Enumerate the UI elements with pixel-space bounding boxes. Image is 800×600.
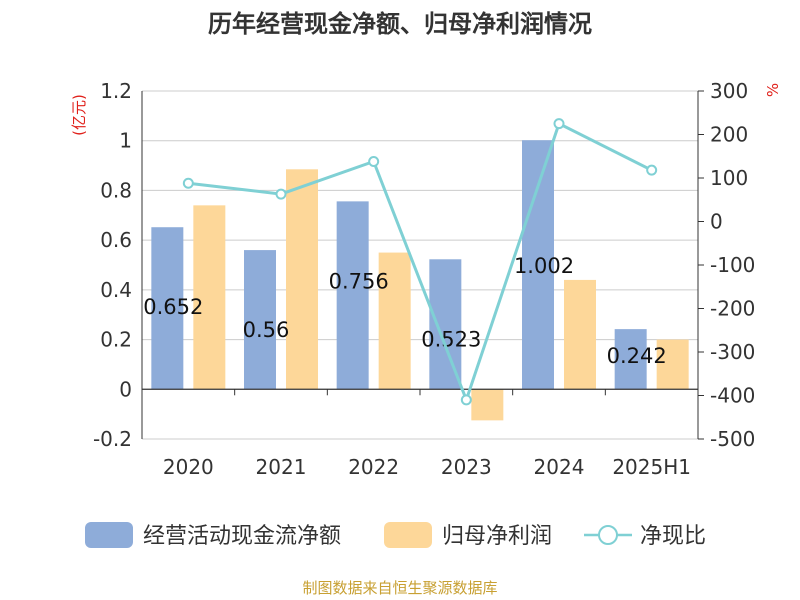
- legend-swatch: [384, 522, 432, 548]
- legend-line-marker: [598, 525, 618, 545]
- y-right-tick-label: -200: [710, 297, 755, 321]
- x-tick-label: 2020: [163, 455, 214, 479]
- y-right-axis-label: %: [764, 83, 782, 97]
- y-right-tick-label: 0: [710, 210, 723, 234]
- bar: [471, 389, 504, 421]
- legend-label: 净现比: [640, 524, 706, 549]
- ratio-point: [553, 118, 565, 130]
- bar-series: [151, 140, 689, 421]
- x-tick-label: 2024: [534, 455, 585, 479]
- bar-data-label: 1.002: [514, 254, 574, 278]
- ratio-line: [188, 121, 653, 405]
- y-left-tick-label: 0.8: [100, 178, 132, 202]
- ratio-point: [460, 394, 472, 406]
- legend-label: 经营活动现金流净额: [143, 524, 341, 549]
- data-labels: 0.652 0.56 0.756 0.523 1.002 0.242: [143, 254, 666, 368]
- bar: [151, 227, 184, 390]
- bar: [378, 252, 411, 390]
- y-right-tick-label: -500: [710, 427, 755, 451]
- bar: [614, 329, 647, 390]
- bar-data-label: 0.242: [607, 344, 667, 368]
- y-right-tick-label: 100: [710, 166, 748, 190]
- bar: [656, 339, 689, 390]
- y-right-tick-label: -400: [710, 384, 755, 408]
- y-left-tick-label: 0: [119, 377, 132, 401]
- y-left-axis-label: (亿元): [70, 94, 88, 136]
- ratio-point: [368, 155, 380, 167]
- bar-data-label: 0.56: [243, 318, 290, 342]
- bar-data-label: 0.652: [143, 295, 203, 319]
- ratio-point: [275, 188, 287, 200]
- y-left-tick-label: 0.2: [100, 328, 132, 352]
- x-tick-label: 2025H1: [612, 455, 691, 479]
- x-tick-label: 2022: [348, 455, 399, 479]
- ratio-point: [182, 177, 194, 189]
- bar: [286, 169, 318, 390]
- bar-data-label: 0.523: [421, 327, 481, 351]
- bar: [429, 259, 462, 390]
- axes: 1.2 1 0.8 0.6 0.4 0.2 0 -0.2 300 200 100 0 -100 -200 -…: [93, 79, 755, 479]
- x-tick-label: 2023: [441, 455, 492, 479]
- y-left-tick-label: 1: [119, 129, 132, 153]
- y-left-tick-label: -0.2: [93, 427, 132, 451]
- x-tick-label: 2021: [256, 455, 307, 479]
- chart-title: 历年经营现金净额、归母净利润情况: [208, 10, 592, 38]
- gridlines: [142, 90, 698, 440]
- y-right-tick-label: -300: [710, 340, 755, 364]
- y-left-tick-label: 0.6: [100, 228, 132, 252]
- ratio-point: [646, 164, 658, 176]
- ratio-line-series: [182, 118, 658, 406]
- y-right-tick-label: -100: [710, 253, 755, 277]
- legend-label: 归母净利润: [442, 524, 552, 549]
- bar-data-label: 0.756: [329, 269, 389, 293]
- y-left-tick-label: 1.2: [100, 79, 132, 103]
- y-right-tick-label: 300: [710, 79, 748, 103]
- legend: 经营活动现金流净额 归母净利润 净现比: [85, 522, 706, 549]
- bar: [244, 250, 276, 390]
- bar: [336, 201, 369, 390]
- bar: [193, 205, 226, 390]
- y-right-tick-label: 200: [710, 123, 748, 147]
- source-note: 制图数据来自恒生聚源数据库: [302, 579, 497, 597]
- bar: [564, 279, 596, 390]
- legend-swatch: [85, 522, 133, 548]
- y-left-tick-label: 0.4: [100, 278, 132, 302]
